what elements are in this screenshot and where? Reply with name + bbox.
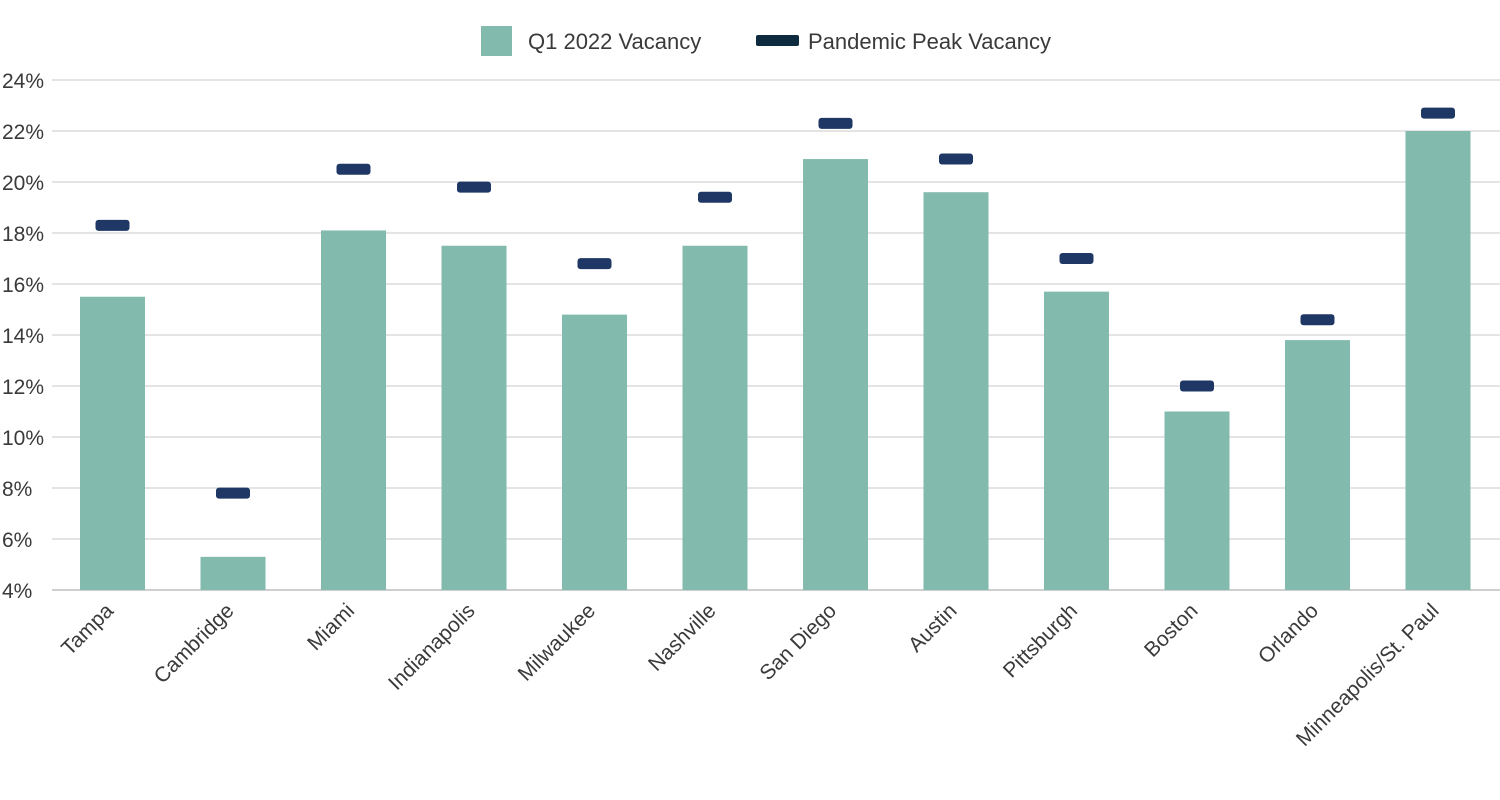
x-tick-label: Indianapolis — [384, 599, 480, 695]
peak-vacancy-markers — [95, 107, 1455, 499]
marker-peak-miami — [336, 163, 371, 175]
legend: Q1 2022 Vacancy Pandemic Peak Vacancy — [481, 26, 1051, 56]
y-tick-label: 4% — [2, 580, 32, 603]
marker-peak-nashville — [698, 191, 732, 203]
marker-peak-san-diego — [818, 117, 853, 129]
x-tick-label: Milwaukee — [514, 599, 600, 685]
x-tick-label: Cambridge — [150, 599, 239, 688]
bar-q1-minneapolis-st-paul — [1405, 131, 1471, 590]
q1-vacancy-bars — [80, 131, 1471, 591]
marker-peak-indianapolis — [457, 181, 491, 193]
legend-label-q1: Q1 2022 Vacancy — [528, 29, 701, 54]
bar-q1-san-diego — [803, 159, 868, 591]
x-tick-label: Austin — [904, 599, 962, 657]
bar-q1-orlando — [1285, 340, 1350, 590]
x-tick-label: Miami — [303, 599, 359, 655]
x-axis-ticks: Tampa Cambridge Miami Indianapolis Milwaukee… — [57, 599, 1443, 751]
bar-q1-cambridge — [200, 556, 266, 590]
y-tick-label: 22% — [2, 121, 44, 144]
legend-swatch-peak — [756, 35, 799, 46]
y-tick-label: 10% — [2, 427, 44, 450]
y-tick-label: 18% — [2, 223, 44, 246]
bar-q1-indianapolis — [441, 245, 507, 590]
marker-peak-pittsburgh — [1059, 253, 1094, 264]
legend-label-peak: Pandemic Peak Vacancy — [808, 29, 1051, 54]
bar-q1-tampa — [80, 296, 145, 590]
y-tick-label: 6% — [2, 529, 32, 552]
x-tick-label: Pittsburgh — [999, 599, 1082, 682]
bar-q1-pittsburgh — [1044, 291, 1109, 590]
legend-swatch-q1 — [481, 26, 512, 56]
y-tick-label: 16% — [2, 274, 44, 297]
bar-q1-milwaukee — [562, 314, 627, 590]
marker-peak-tampa — [95, 219, 130, 231]
marker-peak-orlando — [1300, 314, 1335, 326]
y-tick-label: 20% — [2, 172, 44, 195]
y-tick-label: 14% — [2, 325, 44, 348]
x-tick-label: San Diego — [755, 599, 841, 685]
x-tick-label: Boston — [1140, 599, 1203, 662]
marker-peak-milwaukee — [577, 258, 612, 270]
bar-q1-boston — [1164, 411, 1230, 590]
marker-peak-boston — [1180, 380, 1214, 392]
bar-q1-austin — [923, 192, 989, 590]
y-tick-label: 12% — [2, 376, 44, 399]
marker-peak-austin — [939, 153, 973, 165]
bar-q1-nashville — [682, 245, 748, 590]
x-tick-label: Tampa — [57, 599, 118, 660]
marker-peak-cambridge — [216, 487, 250, 499]
y-axis-ticks: 4% 6% 8% 10% 12% 14% 16% 18% 20% 22% 24% — [2, 70, 44, 603]
x-tick-label: Nashville — [644, 599, 721, 676]
x-tick-label: Orlando — [1254, 599, 1323, 668]
gridlines — [52, 79, 1500, 591]
bar-q1-miami — [321, 230, 386, 590]
y-tick-label: 24% — [2, 70, 44, 93]
y-tick-label: 8% — [2, 478, 32, 501]
marker-peak-minneapolis-st-paul — [1421, 107, 1455, 119]
